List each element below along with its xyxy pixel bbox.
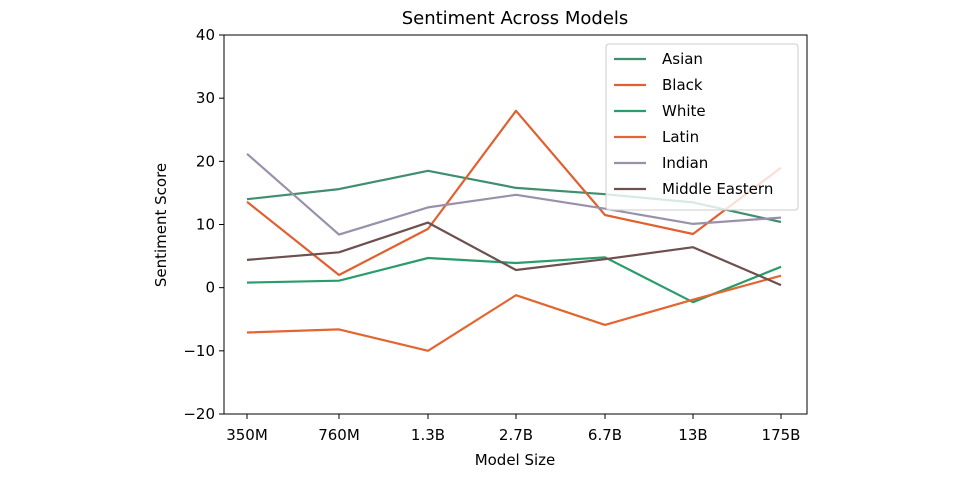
x-axis: 350M 760M 1.3B 2.7B 6.7B 13B 175B — [226, 414, 800, 444]
legend: Asian Black White Latin Indian Middle Eastern — [605, 43, 799, 211]
legend-label-latin: Latin — [662, 128, 699, 146]
x-tick-label: 2.7B — [499, 426, 533, 444]
y-tick-label: 0 — [205, 279, 215, 297]
y-tick-label: 30 — [196, 89, 215, 107]
chart-title: Sentiment Across Models — [402, 8, 629, 29]
legend-label-asian: Asian — [662, 50, 703, 68]
legend-label-black: Black — [662, 76, 703, 94]
y-tick-label: −20 — [183, 405, 215, 423]
y-axis-label: Sentiment Score — [152, 163, 170, 287]
x-tick-label: 175B — [762, 426, 801, 444]
y-tick-label: 10 — [196, 216, 215, 234]
legend-label-indian: Indian — [662, 154, 708, 172]
series-line-black — [246, 109, 782, 277]
series-line-latin — [246, 274, 782, 352]
x-tick-label: 6.7B — [588, 426, 622, 444]
plot-frame — [223, 34, 808, 415]
x-tick-label: 350M — [226, 426, 268, 444]
series-line-white — [246, 256, 782, 304]
x-tick-label: 760M — [318, 426, 360, 444]
x-tick-label: 13B — [678, 426, 707, 444]
legend-label-white: White — [662, 102, 706, 120]
y-axis: −20 −10 0 10 20 30 40 — [183, 26, 224, 423]
y-tick-label: 40 — [196, 26, 215, 44]
series-line-indian — [246, 152, 782, 236]
y-tick-label: 20 — [196, 152, 215, 170]
x-tick-label: 1.3B — [411, 426, 445, 444]
series-line-middle-eastern — [246, 221, 782, 287]
legend-label-middle-eastern: Middle Eastern — [662, 180, 773, 198]
legend-box — [605, 43, 799, 211]
x-axis-label: Model Size — [475, 451, 556, 469]
y-tick-label: −10 — [183, 342, 215, 360]
